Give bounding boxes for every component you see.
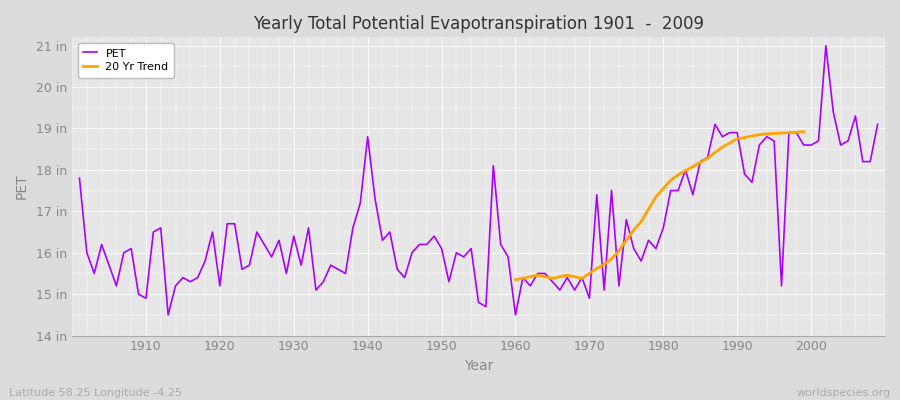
20 Yr Trend xyxy=(724,140,735,145)
20 Yr Trend xyxy=(754,132,765,137)
20 Yr Trend xyxy=(695,160,706,165)
20 Yr Trend xyxy=(761,132,772,136)
20 Yr Trend xyxy=(547,276,558,281)
20 Yr Trend xyxy=(607,256,617,261)
20 Yr Trend xyxy=(702,156,713,161)
20 Yr Trend xyxy=(635,219,646,224)
20 Yr Trend xyxy=(591,266,602,271)
Line: 20 Yr Trend: 20 Yr Trend xyxy=(516,132,804,280)
20 Yr Trend xyxy=(510,277,521,282)
Legend: PET, 20 Yr Trend: PET, 20 Yr Trend xyxy=(77,43,174,78)
20 Yr Trend xyxy=(569,274,580,279)
20 Yr Trend xyxy=(784,130,795,135)
20 Yr Trend xyxy=(577,276,588,281)
PET xyxy=(74,176,85,180)
20 Yr Trend xyxy=(658,186,669,191)
20 Yr Trend xyxy=(791,130,802,134)
20 Yr Trend xyxy=(747,134,758,138)
20 Yr Trend xyxy=(598,262,609,267)
20 Yr Trend xyxy=(651,194,661,199)
20 Yr Trend xyxy=(584,271,595,276)
20 Yr Trend xyxy=(525,274,535,279)
20 Yr Trend xyxy=(628,228,639,232)
PET xyxy=(303,226,314,230)
20 Yr Trend xyxy=(798,129,809,134)
20 Yr Trend xyxy=(688,164,698,169)
20 Yr Trend xyxy=(769,131,779,136)
20 Yr Trend xyxy=(554,274,565,279)
Title: Yearly Total Potential Evapotranspiration 1901  -  2009: Yearly Total Potential Evapotranspiratio… xyxy=(253,15,704,33)
PET xyxy=(821,43,832,48)
PET xyxy=(872,122,883,127)
20 Yr Trend xyxy=(717,145,728,150)
20 Yr Trend xyxy=(776,131,787,136)
20 Yr Trend xyxy=(709,150,720,155)
PET xyxy=(133,292,144,296)
20 Yr Trend xyxy=(621,238,632,243)
Text: worldspecies.org: worldspecies.org xyxy=(796,388,891,398)
20 Yr Trend xyxy=(644,207,654,212)
20 Yr Trend xyxy=(732,136,742,141)
20 Yr Trend xyxy=(562,273,572,278)
20 Yr Trend xyxy=(614,248,625,253)
20 Yr Trend xyxy=(672,172,683,177)
Y-axis label: PET: PET xyxy=(15,174,29,199)
PET xyxy=(607,188,617,193)
20 Yr Trend xyxy=(739,135,750,140)
20 Yr Trend xyxy=(680,168,691,173)
20 Yr Trend xyxy=(518,276,528,281)
PET xyxy=(347,226,358,230)
20 Yr Trend xyxy=(665,178,676,183)
PET xyxy=(163,312,174,317)
20 Yr Trend xyxy=(532,273,543,278)
Text: Latitude 58.25 Longitude -4.25: Latitude 58.25 Longitude -4.25 xyxy=(9,388,182,398)
X-axis label: Year: Year xyxy=(464,359,493,373)
20 Yr Trend xyxy=(540,274,551,279)
PET xyxy=(510,312,521,317)
PET xyxy=(518,275,528,280)
Line: PET: PET xyxy=(79,46,878,315)
